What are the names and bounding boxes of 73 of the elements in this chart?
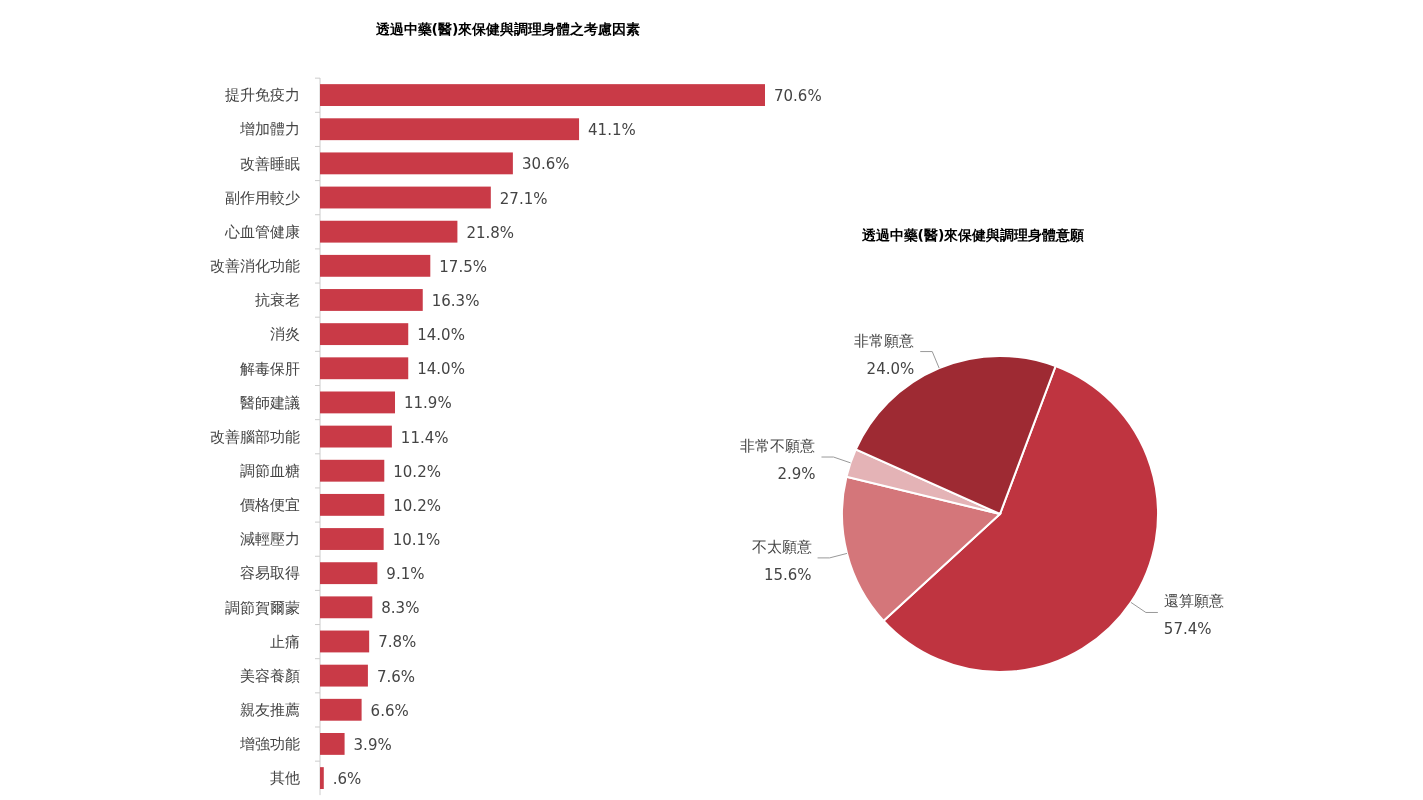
data-label: 2.9% <box>777 465 816 484</box>
data-label: 21.8% <box>466 223 515 242</box>
bar <box>320 664 368 687</box>
y-tick-label: 提升免疫力 <box>225 86 300 105</box>
y-tick-label: 親友推薦 <box>240 701 300 720</box>
bar <box>320 391 396 414</box>
y-tick-label: 副作用較少 <box>225 188 300 207</box>
y-tick-label: 解毒保肝 <box>240 359 300 378</box>
data-label: .6% <box>332 770 362 789</box>
bar <box>320 323 409 346</box>
data-label: 7.6% <box>376 667 416 686</box>
y-tick-label: 改善消化功能 <box>210 257 300 276</box>
bar <box>320 493 385 516</box>
y-tick-label: 其他 <box>270 769 300 788</box>
data-label: 17.5% <box>439 257 487 276</box>
y-tick-label: 改善睡眠 <box>240 154 300 173</box>
bar <box>320 118 580 141</box>
y-tick-label: 美容養顏 <box>240 666 300 685</box>
data-label: 10.1% <box>392 531 441 550</box>
y-tick-label: 心血管健康 <box>224 222 300 241</box>
slice-label: 還算願意 <box>1163 592 1224 611</box>
y-tick-label: 抗衰老 <box>255 291 300 310</box>
bar <box>320 767 324 789</box>
data-label: 11.4% <box>400 428 449 447</box>
data-label: 10.2% <box>393 462 441 481</box>
y-tick-label: 容易取得 <box>240 564 300 583</box>
chart-title: 透過中藥(醫)來保健與調理身體之考慮因素 <box>374 21 641 37</box>
bar <box>320 186 491 209</box>
y-tick-label: 增加體力 <box>239 120 300 139</box>
bar <box>320 220 458 243</box>
data-label: 41.1% <box>588 121 636 140</box>
bar <box>320 698 362 721</box>
y-tick-label: 醫師建議 <box>240 393 300 412</box>
data-label: 14.0% <box>417 326 465 345</box>
bar <box>320 357 409 380</box>
bar <box>320 596 373 619</box>
data-label: 30.6% <box>521 155 570 174</box>
bar <box>320 562 378 585</box>
data-label: 14.0% <box>417 360 465 379</box>
data-label: 27.1% <box>499 189 548 208</box>
data-label: 15.6% <box>763 565 812 584</box>
data-label: 9.1% <box>386 565 425 584</box>
bar <box>320 630 370 653</box>
bar <box>320 425 392 448</box>
chart-title: 透過中藥(醫)來保健與調理身體意願 <box>860 227 1085 243</box>
y-tick-label: 增強功能 <box>239 735 300 754</box>
y-tick-label: 改善腦部功能 <box>210 427 300 446</box>
data-label: 8.3% <box>381 599 420 618</box>
data-label: 70.6% <box>774 87 822 106</box>
data-label: 3.9% <box>353 735 392 754</box>
bar <box>320 528 384 550</box>
data-label: 6.6% <box>370 701 409 720</box>
data-label: 57.4% <box>1163 620 1212 639</box>
bar <box>320 152 513 175</box>
bar <box>320 254 431 277</box>
bar <box>320 84 765 106</box>
bar <box>320 459 385 482</box>
bar <box>320 289 423 311</box>
y-tick-label: 價格便宜 <box>240 496 300 515</box>
bar <box>320 733 345 755</box>
data-label: 16.3% <box>431 291 480 310</box>
y-tick-label: 消炎 <box>270 325 300 344</box>
data-label: 7.8% <box>378 633 417 652</box>
slice-label: 不太願意 <box>751 537 812 556</box>
y-tick-label: 調節血糖 <box>240 461 300 480</box>
y-tick-label: 止痛 <box>270 632 300 651</box>
slice-label: 非常願意 <box>854 331 915 350</box>
data-label: 24.0% <box>866 359 915 378</box>
y-tick-label: 減輕壓力 <box>240 530 300 549</box>
data-label: 11.9% <box>404 394 452 413</box>
data-label: 10.2% <box>393 496 441 515</box>
slice-label: 非常不願意 <box>740 437 816 456</box>
y-tick-label: 調節賀爾蒙 <box>225 598 300 617</box>
